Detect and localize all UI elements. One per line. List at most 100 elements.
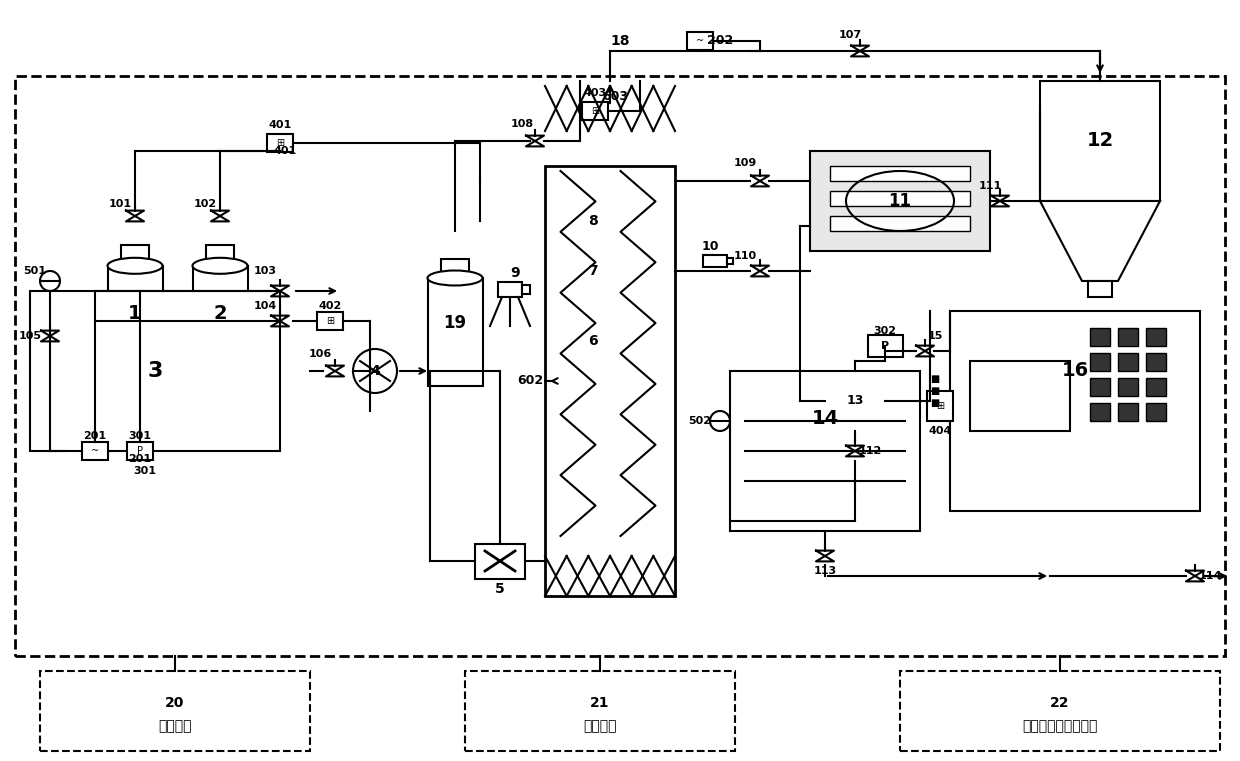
Bar <box>206 245 234 266</box>
Text: ~: ~ <box>696 36 704 46</box>
Text: 6: 6 <box>588 334 598 348</box>
Text: 8: 8 <box>588 214 598 228</box>
Text: 112: 112 <box>858 446 882 456</box>
Bar <box>465 671 735 751</box>
Text: 1: 1 <box>128 304 141 323</box>
Bar <box>727 258 733 264</box>
Text: 103: 103 <box>253 266 277 276</box>
Bar <box>192 266 248 381</box>
Text: 20: 20 <box>165 696 185 710</box>
Bar <box>126 442 153 460</box>
Text: 14: 14 <box>811 409 838 428</box>
Text: P: P <box>136 446 143 456</box>
Bar <box>546 166 675 596</box>
Text: 110: 110 <box>733 251 756 261</box>
Polygon shape <box>1040 201 1159 281</box>
Text: ~: ~ <box>91 446 99 456</box>
Bar <box>730 371 920 531</box>
Text: 3: 3 <box>148 361 162 381</box>
Text: 401: 401 <box>273 146 296 156</box>
Text: 108: 108 <box>511 119 533 129</box>
Text: 18: 18 <box>610 34 630 48</box>
Bar <box>428 278 482 386</box>
Polygon shape <box>825 371 885 431</box>
Bar <box>108 266 162 381</box>
Text: ⊞: ⊞ <box>326 316 334 326</box>
Text: 201: 201 <box>129 454 151 464</box>
Bar <box>970 361 1070 431</box>
Text: 16: 16 <box>1061 361 1089 380</box>
Bar <box>1090 353 1110 371</box>
Text: 501: 501 <box>24 266 47 276</box>
Bar <box>830 191 970 206</box>
Text: 301: 301 <box>129 431 151 441</box>
Ellipse shape <box>428 270 482 285</box>
Bar <box>928 391 954 421</box>
Text: 107: 107 <box>838 30 862 40</box>
Text: 104: 104 <box>253 301 277 311</box>
Bar <box>1090 403 1110 421</box>
Bar <box>498 282 522 297</box>
Bar <box>1090 328 1110 346</box>
Text: 202: 202 <box>707 34 733 47</box>
Bar <box>1118 328 1138 346</box>
Text: 7: 7 <box>588 264 598 278</box>
Text: 404: 404 <box>929 426 951 436</box>
Text: ⊞: ⊞ <box>277 138 284 148</box>
Text: 113: 113 <box>813 566 837 576</box>
Ellipse shape <box>108 258 162 274</box>
Bar <box>1118 353 1138 371</box>
Text: 402: 402 <box>319 301 342 311</box>
Bar <box>267 134 293 152</box>
Bar <box>122 245 149 266</box>
Text: 数控系统: 数控系统 <box>583 719 616 733</box>
Bar <box>868 335 903 357</box>
Bar <box>1146 353 1166 371</box>
Bar <box>40 671 310 751</box>
Text: 19: 19 <box>444 314 466 332</box>
Text: 21: 21 <box>590 696 610 710</box>
Bar <box>15 76 1225 656</box>
Text: 502: 502 <box>688 416 712 426</box>
Text: 101: 101 <box>108 199 131 209</box>
Text: 12: 12 <box>1086 132 1114 151</box>
Text: ■
■
■: ■ ■ ■ <box>930 374 940 408</box>
Bar <box>830 166 970 181</box>
Text: 4: 4 <box>370 364 379 378</box>
Bar <box>1146 378 1166 396</box>
Text: 2: 2 <box>213 304 227 323</box>
Bar <box>687 32 713 50</box>
Bar <box>475 543 525 578</box>
Text: 10: 10 <box>702 240 719 253</box>
Text: 15: 15 <box>928 331 942 341</box>
Text: 602: 602 <box>517 374 543 387</box>
Text: 配电系统: 配电系统 <box>159 719 192 733</box>
Text: 106: 106 <box>309 349 331 359</box>
Bar <box>1146 403 1166 421</box>
Text: 9: 9 <box>510 266 520 280</box>
Bar <box>317 312 343 330</box>
Text: 111: 111 <box>978 181 1002 191</box>
Text: 302: 302 <box>873 326 897 336</box>
Text: ⊞: ⊞ <box>936 401 944 411</box>
Bar <box>703 255 727 267</box>
Text: 603: 603 <box>601 90 627 103</box>
Bar <box>900 671 1220 751</box>
Bar <box>1118 378 1138 396</box>
Bar <box>1118 403 1138 421</box>
Text: 102: 102 <box>193 199 217 209</box>
Text: 105: 105 <box>19 331 41 341</box>
Text: 数据测量与采集系统: 数据测量与采集系统 <box>1022 719 1097 733</box>
Bar <box>1146 328 1166 346</box>
Bar <box>1087 281 1112 297</box>
Text: 201: 201 <box>83 431 107 441</box>
Bar <box>1090 378 1110 396</box>
Text: P: P <box>880 341 889 351</box>
Text: ⊞: ⊞ <box>591 106 599 116</box>
Text: 11: 11 <box>889 192 911 210</box>
Text: 109: 109 <box>733 158 756 168</box>
Bar <box>522 285 529 294</box>
Text: 22: 22 <box>1050 696 1070 710</box>
Bar <box>441 259 469 278</box>
Text: 401: 401 <box>268 120 291 130</box>
